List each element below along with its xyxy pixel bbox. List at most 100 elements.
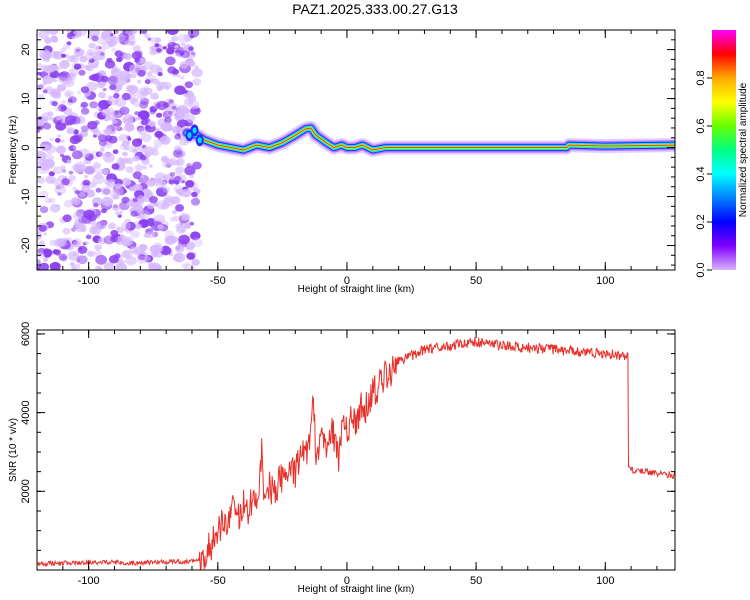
noise-speckle: [186, 163, 193, 168]
noise-speckle: [77, 255, 88, 264]
noise-speckle: [126, 201, 133, 207]
noise-speckle: [177, 33, 190, 44]
noise-speckle: [174, 85, 186, 95]
noise-speckle: [112, 119, 118, 125]
y-tick-label: -20: [20, 238, 32, 254]
noise-speckle: [66, 159, 72, 164]
noise-speckle: [85, 234, 92, 240]
noise-speckle: [129, 246, 139, 254]
noise-speckle: [72, 211, 83, 220]
noise-speckle: [53, 249, 62, 256]
noise-speckle: [67, 72, 77, 81]
x-tick-label: 100: [596, 275, 614, 287]
noise-speckle: [37, 124, 44, 131]
noise-speckle: [125, 256, 137, 266]
noise-speckle: [74, 161, 86, 171]
noise-speckle: [104, 59, 116, 69]
noise-speckle: [174, 44, 179, 49]
noise-speckle: [103, 235, 115, 245]
noise-speckle: [96, 80, 106, 89]
noise-speckle: [115, 97, 127, 108]
noise-speckle: [72, 241, 81, 248]
noise-speckle: [78, 164, 87, 171]
noise-speckle: [43, 248, 53, 257]
noise-speckle: [146, 231, 156, 239]
noise-speckle: [138, 243, 148, 252]
noise-speckle: [176, 158, 185, 166]
noise-speckle: [63, 77, 75, 88]
noise-speckle: [172, 210, 177, 215]
noise-speckle: [102, 152, 115, 163]
noise-speckle: [140, 175, 144, 179]
noise-speckle: [81, 112, 85, 116]
noise-speckle: [130, 230, 141, 239]
noise-speckle: [190, 106, 201, 116]
noise-speckle: [127, 145, 137, 153]
noise-speckle: [101, 109, 111, 117]
noise-speckle: [130, 100, 136, 105]
noise-speckle: [43, 122, 52, 130]
noise-speckle: [164, 235, 177, 246]
noise-speckle: [189, 221, 194, 226]
noise-speckle: [44, 65, 55, 74]
noise-speckle: [62, 169, 66, 173]
noise-speckle: [128, 85, 139, 94]
noise-speckle: [77, 245, 88, 254]
noise-speckle: [60, 153, 65, 158]
noise-speckle: [149, 196, 158, 204]
colorbar-ticks: 0.0 0.2 0.4 0.6 0.8: [695, 70, 712, 278]
noise-speckle: [50, 50, 59, 59]
noise-speckle: [93, 134, 97, 138]
noise-speckle: [134, 164, 144, 172]
noise-speckle: [71, 227, 77, 232]
noise-speckle: [156, 112, 163, 118]
noise-speckle: [148, 121, 156, 127]
noise-speckle: [119, 210, 124, 214]
noise-speckle: [190, 231, 201, 241]
noise-speckle: [92, 174, 105, 185]
noise-speckle: [118, 133, 129, 142]
noise-speckle: [121, 92, 131, 101]
noise-speckle: [168, 111, 173, 115]
noise-speckle: [119, 143, 128, 150]
noise-speckle: [168, 99, 174, 104]
noise-speckle: [37, 118, 43, 125]
noise-speckle: [57, 75, 67, 83]
noise-speckle: [49, 137, 54, 142]
noise-speckle: [48, 197, 56, 204]
noise-speckle: [80, 86, 90, 94]
noise-speckle: [89, 101, 98, 109]
noise-speckle: [116, 76, 128, 86]
noise-speckle: [38, 190, 49, 199]
noise-speckle: [140, 30, 148, 35]
noise-speckle: [37, 62, 42, 67]
noise-speckle: [38, 94, 45, 99]
noise-speckle: [167, 66, 177, 74]
noise-speckle: [81, 185, 91, 193]
y-tick-label: 20: [20, 43, 32, 55]
noise-speckle: [108, 222, 116, 230]
noise-speckle: [142, 146, 154, 155]
noise-speckle: [60, 47, 66, 53]
noise-speckle: [149, 49, 157, 56]
noise-speckle: [194, 65, 199, 69]
noise-speckle: [137, 195, 146, 202]
x-tick-label: 0: [344, 575, 350, 587]
noise-speckle: [55, 263, 60, 267]
noise-speckle: [56, 116, 61, 121]
x-tick-label: 0: [344, 275, 350, 287]
noise-speckle: [95, 265, 103, 270]
y-tick-label: -10: [20, 189, 32, 205]
noise-speckle: [102, 88, 107, 92]
noise-speckle: [135, 223, 143, 230]
noise-speckle: [185, 180, 195, 188]
noise-speckle: [79, 56, 87, 63]
noise-speckle: [42, 89, 48, 94]
colorbar-tick-label: 0.8: [695, 70, 707, 85]
noise-speckle: [103, 262, 115, 270]
noise-speckle: [172, 149, 183, 158]
noise-speckle: [76, 48, 80, 53]
colorbar-tick-label: 0.6: [695, 118, 707, 133]
noise-speckle: [95, 168, 103, 175]
noise-speckle: [174, 144, 183, 152]
